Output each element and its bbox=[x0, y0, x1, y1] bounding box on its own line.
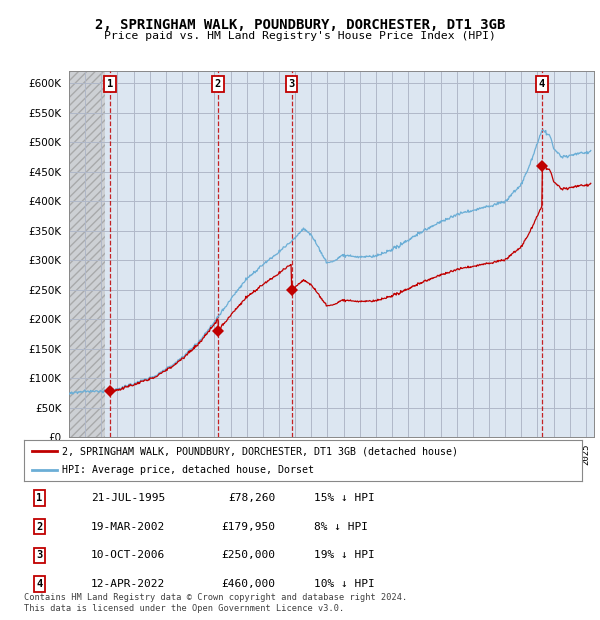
Text: 10-OCT-2006: 10-OCT-2006 bbox=[91, 551, 165, 560]
Text: Price paid vs. HM Land Registry's House Price Index (HPI): Price paid vs. HM Land Registry's House … bbox=[104, 31, 496, 41]
Text: 8% ↓ HPI: 8% ↓ HPI bbox=[314, 521, 368, 531]
Text: £250,000: £250,000 bbox=[221, 551, 275, 560]
Text: 19-MAR-2002: 19-MAR-2002 bbox=[91, 521, 165, 531]
Text: Contains HM Land Registry data © Crown copyright and database right 2024.
This d: Contains HM Land Registry data © Crown c… bbox=[24, 593, 407, 613]
Text: 4: 4 bbox=[539, 79, 545, 89]
Text: 19% ↓ HPI: 19% ↓ HPI bbox=[314, 551, 375, 560]
Text: 3: 3 bbox=[289, 79, 295, 89]
Text: £460,000: £460,000 bbox=[221, 579, 275, 589]
Text: £78,260: £78,260 bbox=[228, 493, 275, 503]
Text: 15% ↓ HPI: 15% ↓ HPI bbox=[314, 493, 375, 503]
Text: 2: 2 bbox=[215, 79, 221, 89]
Text: 1: 1 bbox=[107, 79, 113, 89]
Text: 12-APR-2022: 12-APR-2022 bbox=[91, 579, 165, 589]
Text: 21-JUL-1995: 21-JUL-1995 bbox=[91, 493, 165, 503]
Bar bbox=[69, 71, 104, 437]
Text: 2, SPRINGHAM WALK, POUNDBURY, DORCHESTER, DT1 3GB: 2, SPRINGHAM WALK, POUNDBURY, DORCHESTER… bbox=[95, 18, 505, 32]
Text: HPI: Average price, detached house, Dorset: HPI: Average price, detached house, Dors… bbox=[62, 466, 314, 476]
Text: 1: 1 bbox=[37, 493, 43, 503]
Text: 4: 4 bbox=[37, 579, 43, 589]
Text: 2, SPRINGHAM WALK, POUNDBURY, DORCHESTER, DT1 3GB (detached house): 2, SPRINGHAM WALK, POUNDBURY, DORCHESTER… bbox=[62, 446, 458, 456]
Text: 10% ↓ HPI: 10% ↓ HPI bbox=[314, 579, 375, 589]
Text: 2: 2 bbox=[37, 521, 43, 531]
Text: £179,950: £179,950 bbox=[221, 521, 275, 531]
Text: 3: 3 bbox=[37, 551, 43, 560]
